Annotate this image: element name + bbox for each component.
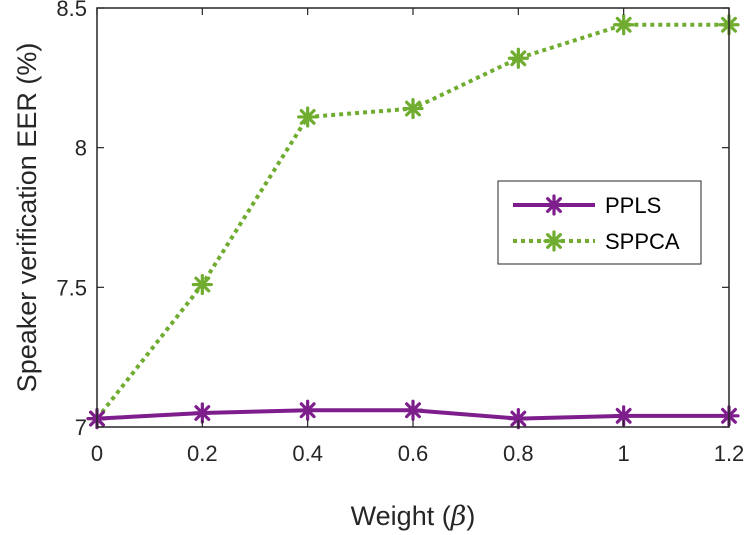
legend: PPLS SPPCA xyxy=(497,180,702,265)
legend-label-ppls: PPLS xyxy=(605,193,661,218)
x-tick-label: 1 xyxy=(618,441,630,466)
y-tick-label: 8 xyxy=(75,136,87,161)
legend-marker-sppca xyxy=(543,230,565,252)
x-axis-title: Weight (β) xyxy=(351,501,476,532)
y-axis-title: Speaker verification EER (%) xyxy=(12,43,42,393)
legend-entries: PPLS SPPCA xyxy=(513,193,680,254)
x-axis-title-close: ) xyxy=(466,501,475,531)
y-tick-label: 8.5 xyxy=(56,0,87,21)
data-point-ppls xyxy=(507,408,529,430)
data-point-ppls xyxy=(297,399,319,421)
legend-box xyxy=(497,180,702,265)
x-tick-label: 0.2 xyxy=(187,441,218,466)
data-point-sppca xyxy=(297,106,319,128)
legend-label-sppca: SPPCA xyxy=(605,229,680,254)
data-point-ppls xyxy=(402,399,424,421)
x-axis-title-text: Weight ( xyxy=(351,501,451,531)
data-point-ppls xyxy=(191,402,213,424)
x-axis-tick-labels: 0 0.2 0.4 0.6 0.8 1 1.2 xyxy=(91,441,744,466)
legend-marker-ppls xyxy=(543,194,565,216)
y-axis-tick-labels: 7 7.5 8 8.5 xyxy=(56,0,87,440)
x-tick-label: 1.2 xyxy=(714,441,745,466)
x-tick-label: 0.8 xyxy=(503,441,534,466)
series-layer xyxy=(86,14,740,430)
data-point-sppca xyxy=(507,47,529,69)
data-point-sppca xyxy=(191,273,213,296)
x-tick-label: 0.6 xyxy=(398,441,429,466)
x-tick-label: 0 xyxy=(91,441,103,466)
x-tick-label: 0.4 xyxy=(292,441,323,466)
axis-ticks xyxy=(96,7,730,428)
y-tick-label: 7.5 xyxy=(56,275,87,300)
data-point-sppca xyxy=(402,97,424,120)
data-point-sppca xyxy=(613,14,635,36)
y-tick-label: 7 xyxy=(75,415,87,440)
x-axis-title-symbol: β xyxy=(450,501,467,532)
